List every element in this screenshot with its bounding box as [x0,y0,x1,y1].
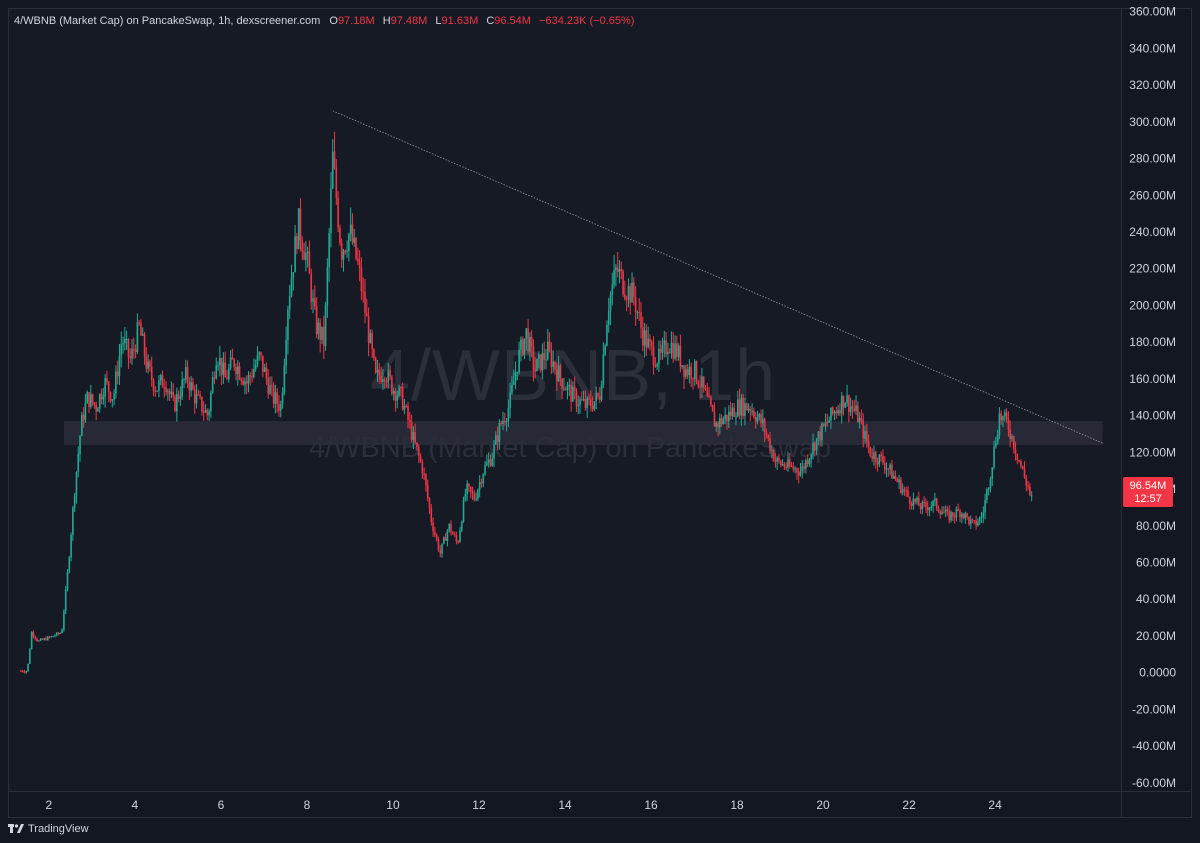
watermark-subtitle: 4/WBNB (Market Cap) on PancakeSwap [308,432,832,464]
price-axis[interactable] [1122,8,1192,792]
legend-close: 96.54M [494,15,531,27]
legend-high-key: H [382,15,391,27]
legend-high: 97.48M [390,15,428,27]
legend-symbol: 4/WBNB (Market Cap) on PancakeSwap, 1h, … [14,15,321,27]
watermark-title: 4/WBNB, 1h [370,336,777,416]
ohlc-legend: 4/WBNB (Market Cap) on PancakeSwap, 1h, … [14,15,634,27]
legend-change: −634.23K (−0.65%) [539,15,635,27]
legend-open-key: O [329,15,338,27]
axis-corner [1122,792,1192,818]
tradingview-logo-icon [8,824,24,833]
last-price-value: 96.54M [1129,480,1167,492]
bar-countdown: 12:57 [1134,493,1162,505]
legend-low-key: L [435,15,442,27]
footer-brand: TradingView [28,823,89,835]
legend-open: 97.18M [337,15,375,27]
last-price-badge: 96.54M 12:57 [1123,477,1173,507]
time-axis[interactable] [8,792,1122,818]
legend-low: 91.63M [441,15,479,27]
footer-branding[interactable]: TradingView [8,822,89,836]
legend-close-key: C [486,15,495,27]
